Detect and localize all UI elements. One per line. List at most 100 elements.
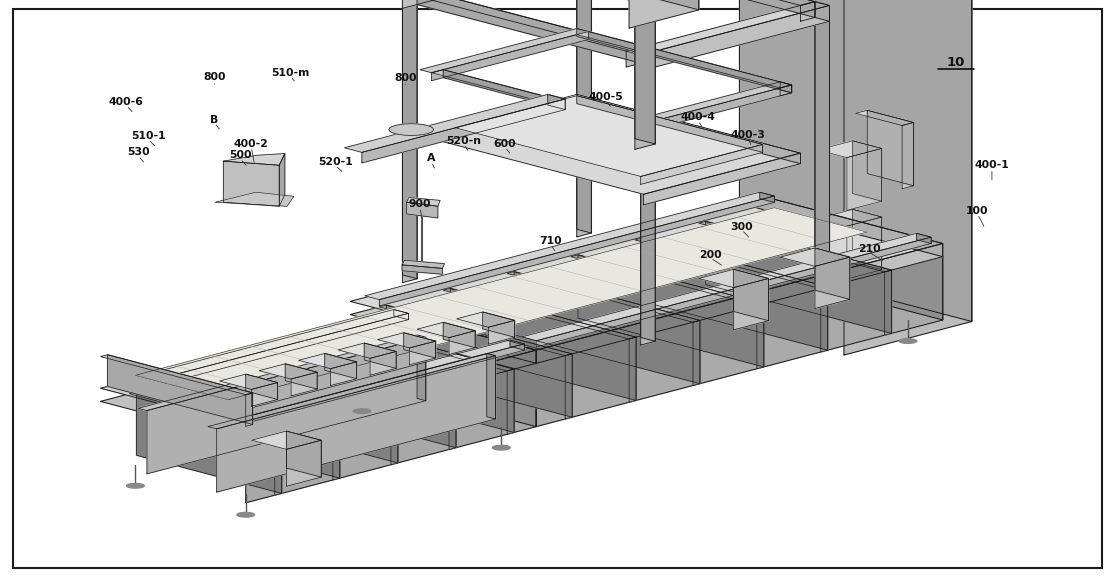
Polygon shape <box>380 305 572 356</box>
Polygon shape <box>417 0 641 63</box>
Polygon shape <box>634 238 828 289</box>
Polygon shape <box>577 255 764 367</box>
Polygon shape <box>634 85 792 134</box>
Polygon shape <box>852 141 881 201</box>
Text: 600: 600 <box>494 138 516 149</box>
Polygon shape <box>370 352 397 375</box>
Polygon shape <box>386 305 572 417</box>
Polygon shape <box>629 337 636 402</box>
Polygon shape <box>536 257 943 427</box>
Polygon shape <box>576 94 801 163</box>
Polygon shape <box>801 2 830 9</box>
Polygon shape <box>259 364 317 379</box>
Polygon shape <box>483 312 515 338</box>
Polygon shape <box>251 431 322 449</box>
Polygon shape <box>510 340 525 350</box>
Polygon shape <box>362 331 514 371</box>
Polygon shape <box>417 335 426 401</box>
Polygon shape <box>101 325 536 440</box>
Polygon shape <box>780 248 850 266</box>
Polygon shape <box>443 288 636 339</box>
Polygon shape <box>903 122 914 189</box>
Polygon shape <box>378 333 436 348</box>
Polygon shape <box>275 430 281 495</box>
Text: 400-4: 400-4 <box>680 112 716 122</box>
Polygon shape <box>743 298 760 302</box>
Polygon shape <box>403 333 436 358</box>
Polygon shape <box>623 82 792 126</box>
Polygon shape <box>641 47 656 341</box>
Polygon shape <box>699 222 891 272</box>
Text: 710: 710 <box>540 236 562 247</box>
Polygon shape <box>394 309 409 320</box>
Text: A: A <box>427 153 436 163</box>
Polygon shape <box>402 0 591 8</box>
Polygon shape <box>780 82 792 93</box>
Polygon shape <box>188 377 340 417</box>
Polygon shape <box>867 110 914 186</box>
Polygon shape <box>380 196 774 306</box>
Polygon shape <box>311 346 456 448</box>
Polygon shape <box>333 415 340 480</box>
Polygon shape <box>917 233 932 244</box>
Polygon shape <box>815 248 850 299</box>
Polygon shape <box>847 148 881 210</box>
Polygon shape <box>107 355 252 424</box>
Polygon shape <box>101 312 536 427</box>
Polygon shape <box>220 374 278 389</box>
Polygon shape <box>407 202 438 218</box>
Text: B: B <box>210 114 219 125</box>
Polygon shape <box>818 209 881 226</box>
Polygon shape <box>734 270 768 321</box>
Polygon shape <box>208 353 496 429</box>
Text: 300: 300 <box>731 222 753 232</box>
Text: 800: 800 <box>203 72 226 83</box>
Polygon shape <box>237 512 255 517</box>
Polygon shape <box>507 271 700 322</box>
Polygon shape <box>852 209 881 270</box>
Polygon shape <box>818 141 881 158</box>
Polygon shape <box>417 322 475 338</box>
Polygon shape <box>402 260 445 268</box>
Polygon shape <box>126 483 144 488</box>
Polygon shape <box>251 383 278 406</box>
Polygon shape <box>431 32 589 81</box>
Polygon shape <box>246 344 525 423</box>
Polygon shape <box>618 0 699 10</box>
Polygon shape <box>815 2 830 295</box>
Polygon shape <box>641 144 763 185</box>
Polygon shape <box>614 0 656 2</box>
Polygon shape <box>286 440 322 486</box>
Polygon shape <box>365 192 774 299</box>
Polygon shape <box>627 47 641 67</box>
Polygon shape <box>844 0 972 355</box>
Polygon shape <box>449 384 456 449</box>
Polygon shape <box>565 354 572 419</box>
Polygon shape <box>130 392 281 432</box>
Polygon shape <box>576 96 763 152</box>
Polygon shape <box>231 340 525 417</box>
Polygon shape <box>298 353 356 369</box>
Polygon shape <box>706 222 891 333</box>
Polygon shape <box>514 271 700 384</box>
Polygon shape <box>130 314 409 393</box>
Polygon shape <box>757 208 943 320</box>
Polygon shape <box>410 341 436 365</box>
Polygon shape <box>739 0 972 322</box>
Polygon shape <box>576 29 589 39</box>
Polygon shape <box>351 195 943 350</box>
Polygon shape <box>338 343 397 358</box>
Polygon shape <box>634 0 656 144</box>
Text: 400-1: 400-1 <box>974 160 1010 171</box>
Polygon shape <box>402 265 442 274</box>
Polygon shape <box>493 445 510 450</box>
Polygon shape <box>815 257 850 308</box>
Polygon shape <box>135 207 867 400</box>
Text: 510-1: 510-1 <box>132 131 165 141</box>
Polygon shape <box>304 346 456 386</box>
Polygon shape <box>101 355 252 395</box>
Polygon shape <box>420 29 589 73</box>
Polygon shape <box>369 331 514 432</box>
Text: 520-1: 520-1 <box>317 157 353 168</box>
Polygon shape <box>344 94 565 152</box>
